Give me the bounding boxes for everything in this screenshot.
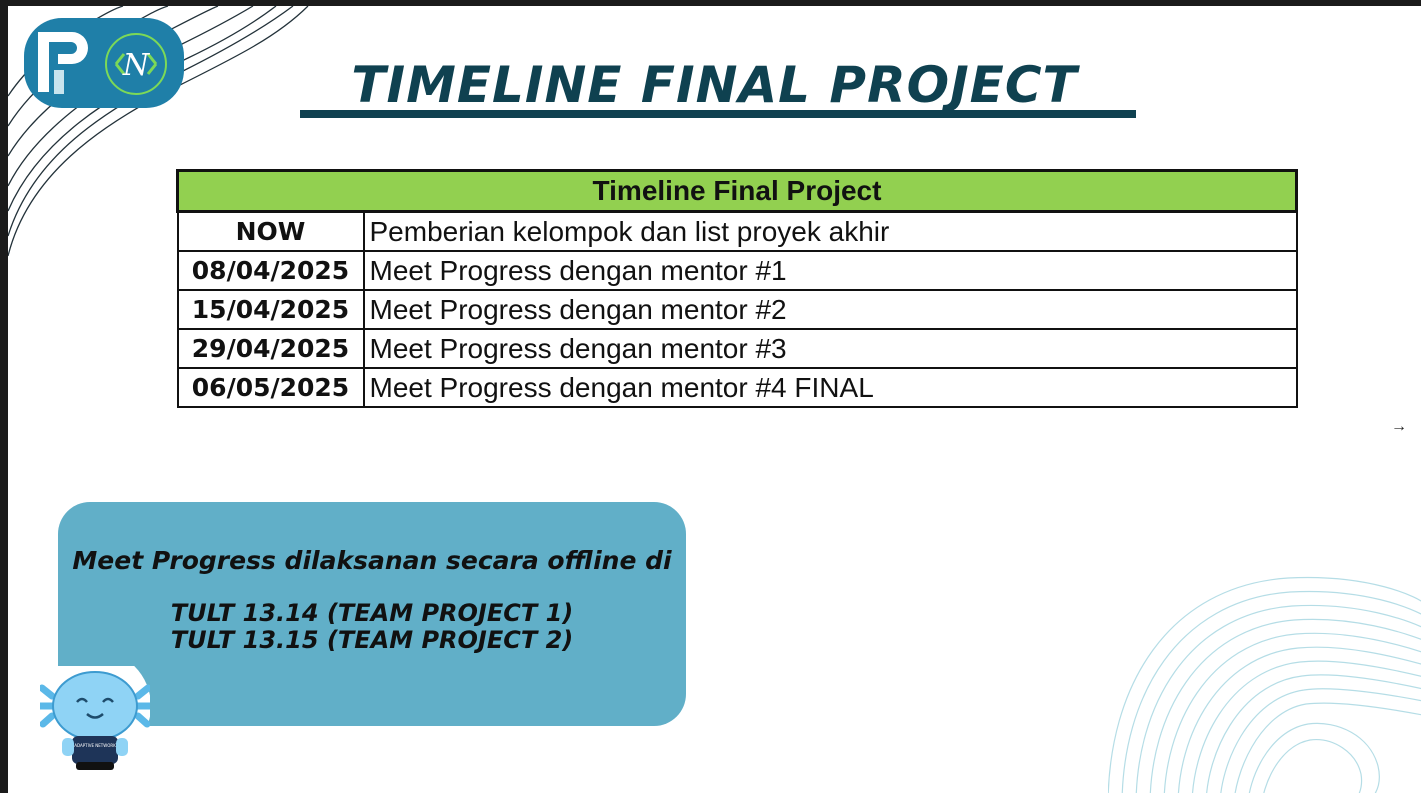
next-slide-button[interactable]: →: [1388, 416, 1410, 438]
row-date: 15/04/2025: [176, 289, 365, 330]
room-team-2: TULT 13.15 (TEAM PROJECT 2): [170, 626, 574, 654]
table-row: 29/04/2025 Meet Progress dengan mentor #…: [176, 328, 1298, 369]
row-description: Meet Progress dengan mentor #2: [362, 289, 1298, 330]
row-date: NOW: [176, 210, 365, 252]
table-row: 06/05/2025 Meet Progress dengan mentor #…: [176, 367, 1298, 408]
info-text: Meet Progress dilaksanan secara offline …: [72, 546, 672, 575]
timeline-table: Timeline Final Project NOW Pemberian kel…: [176, 169, 1298, 408]
logo-letter-p: P: [58, 87, 59, 89]
logo-letter-n: N: [122, 48, 151, 83]
axolotl-mascot-icon: ADAPTIVE NETWORK: [40, 666, 150, 770]
row-date: 06/05/2025: [176, 367, 365, 408]
table-row: 15/04/2025 Meet Progress dengan mentor #…: [176, 289, 1298, 330]
row-date: 29/04/2025: [176, 328, 365, 369]
info-box: Meet Progress dilaksanan secara offline …: [58, 502, 686, 726]
logo-graphic: N P: [38, 32, 167, 95]
table-row: NOW Pemberian kelompok dan list proyek a…: [176, 210, 1298, 252]
table-row: 08/04/2025 Meet Progress dengan mentor #…: [176, 250, 1298, 291]
title-underline: [300, 110, 1136, 118]
page-title: TIMELINE FINAL PROJECT: [351, 56, 1078, 114]
mascot-shirt-text: ADAPTIVE NETWORK: [74, 743, 116, 748]
logo: N P: [24, 18, 184, 108]
room-team-1: TULT 13.14 (TEAM PROJECT 1): [170, 599, 574, 627]
slide: N P TIMELINE FINAL PROJECT Timeline Fina…: [8, 6, 1421, 793]
table-header-row: Timeline Final Project: [176, 169, 1298, 213]
contour-lines-decoration: [1108, 576, 1421, 793]
row-description: Meet Progress dengan mentor #1: [362, 250, 1298, 291]
table-header: Timeline Final Project: [176, 169, 1298, 213]
row-description: Pemberian kelompok dan list proyek akhir: [362, 210, 1298, 252]
row-description: Meet Progress dengan mentor #4 FINAL: [362, 367, 1298, 408]
row-date: 08/04/2025: [176, 250, 365, 291]
arrow-right-icon: →: [1391, 418, 1407, 435]
row-description: Meet Progress dengan mentor #3: [362, 328, 1298, 369]
